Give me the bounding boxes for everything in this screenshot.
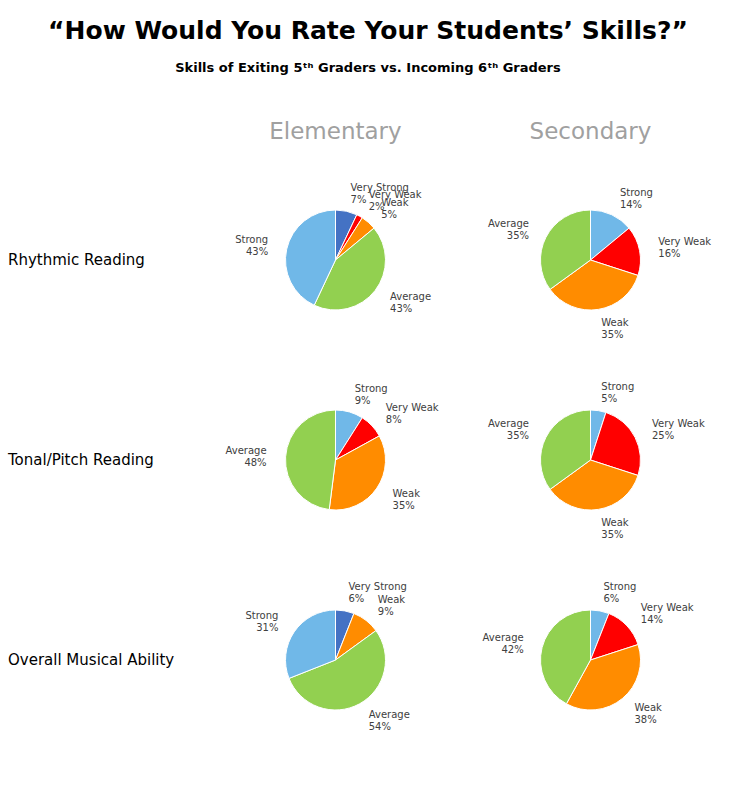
- svg-text:Very Weak16%: Very Weak16%: [658, 236, 711, 259]
- svg-text:Strong9%: Strong9%: [355, 383, 388, 406]
- html-text:Rhythmic Reading: Rhythmic Reading: [8, 251, 145, 269]
- svg-text:Average54%: Average54%: [369, 709, 410, 732]
- svg-text:Strong6%: Strong6%: [603, 581, 636, 604]
- svg-text:Weak35%: Weak35%: [393, 488, 421, 511]
- svg-text:Average48%: Average48%: [226, 445, 267, 468]
- svg-text:Very Weak2%: Very Weak2%: [369, 189, 422, 212]
- svg-text:Strong43%: Strong43%: [235, 234, 268, 257]
- svg-text:Weak9%: Weak9%: [378, 594, 406, 617]
- svg-text:Average35%: Average35%: [488, 418, 529, 441]
- svg-text:Strong5%: Strong5%: [601, 381, 634, 404]
- html-text:6%: 6%: [348, 593, 365, 605]
- svg-text:Average43%: Average43%: [390, 291, 431, 314]
- svg-text:Strong14%: Strong14%: [620, 187, 653, 210]
- svg-text:Average42%: Average42%: [483, 632, 524, 655]
- svg-text:Strong31%: Strong31%: [245, 610, 278, 633]
- html-text:Elementary: Elementary: [269, 118, 402, 144]
- html-text:Overall Musical Ability: Overall Musical Ability: [8, 651, 175, 669]
- html-text:Very Strong: Very Strong: [348, 581, 407, 593]
- svg-text:Weak35%: Weak35%: [601, 517, 629, 540]
- svg-text:Very Weak25%: Very Weak25%: [652, 418, 705, 441]
- html-text:7%: 7%: [350, 193, 367, 205]
- html-text:Very Strong: Very Strong: [350, 181, 409, 193]
- html-text:Tonal/Pitch Reading: Tonal/Pitch Reading: [8, 451, 154, 469]
- svg-text:Very Weak8%: Very Weak8%: [386, 402, 439, 425]
- svg-text:Average35%: Average35%: [488, 218, 529, 241]
- html-text:Skills of Exiting 5ᵗʰ Graders: Skills of Exiting 5ᵗʰ Graders vs. Incomi…: [175, 60, 561, 75]
- svg-text:Weak5%: Weak5%: [381, 197, 409, 220]
- svg-text:Very Weak14%: Very Weak14%: [641, 602, 694, 625]
- html-text:Secondary: Secondary: [529, 118, 652, 144]
- svg-text:Weak38%: Weak38%: [634, 702, 662, 725]
- svg-text:Weak35%: Weak35%: [601, 317, 629, 340]
- html-text:“How Would You Rate Your Stude: “How Would You Rate Your Students’ Skill…: [48, 16, 688, 45]
